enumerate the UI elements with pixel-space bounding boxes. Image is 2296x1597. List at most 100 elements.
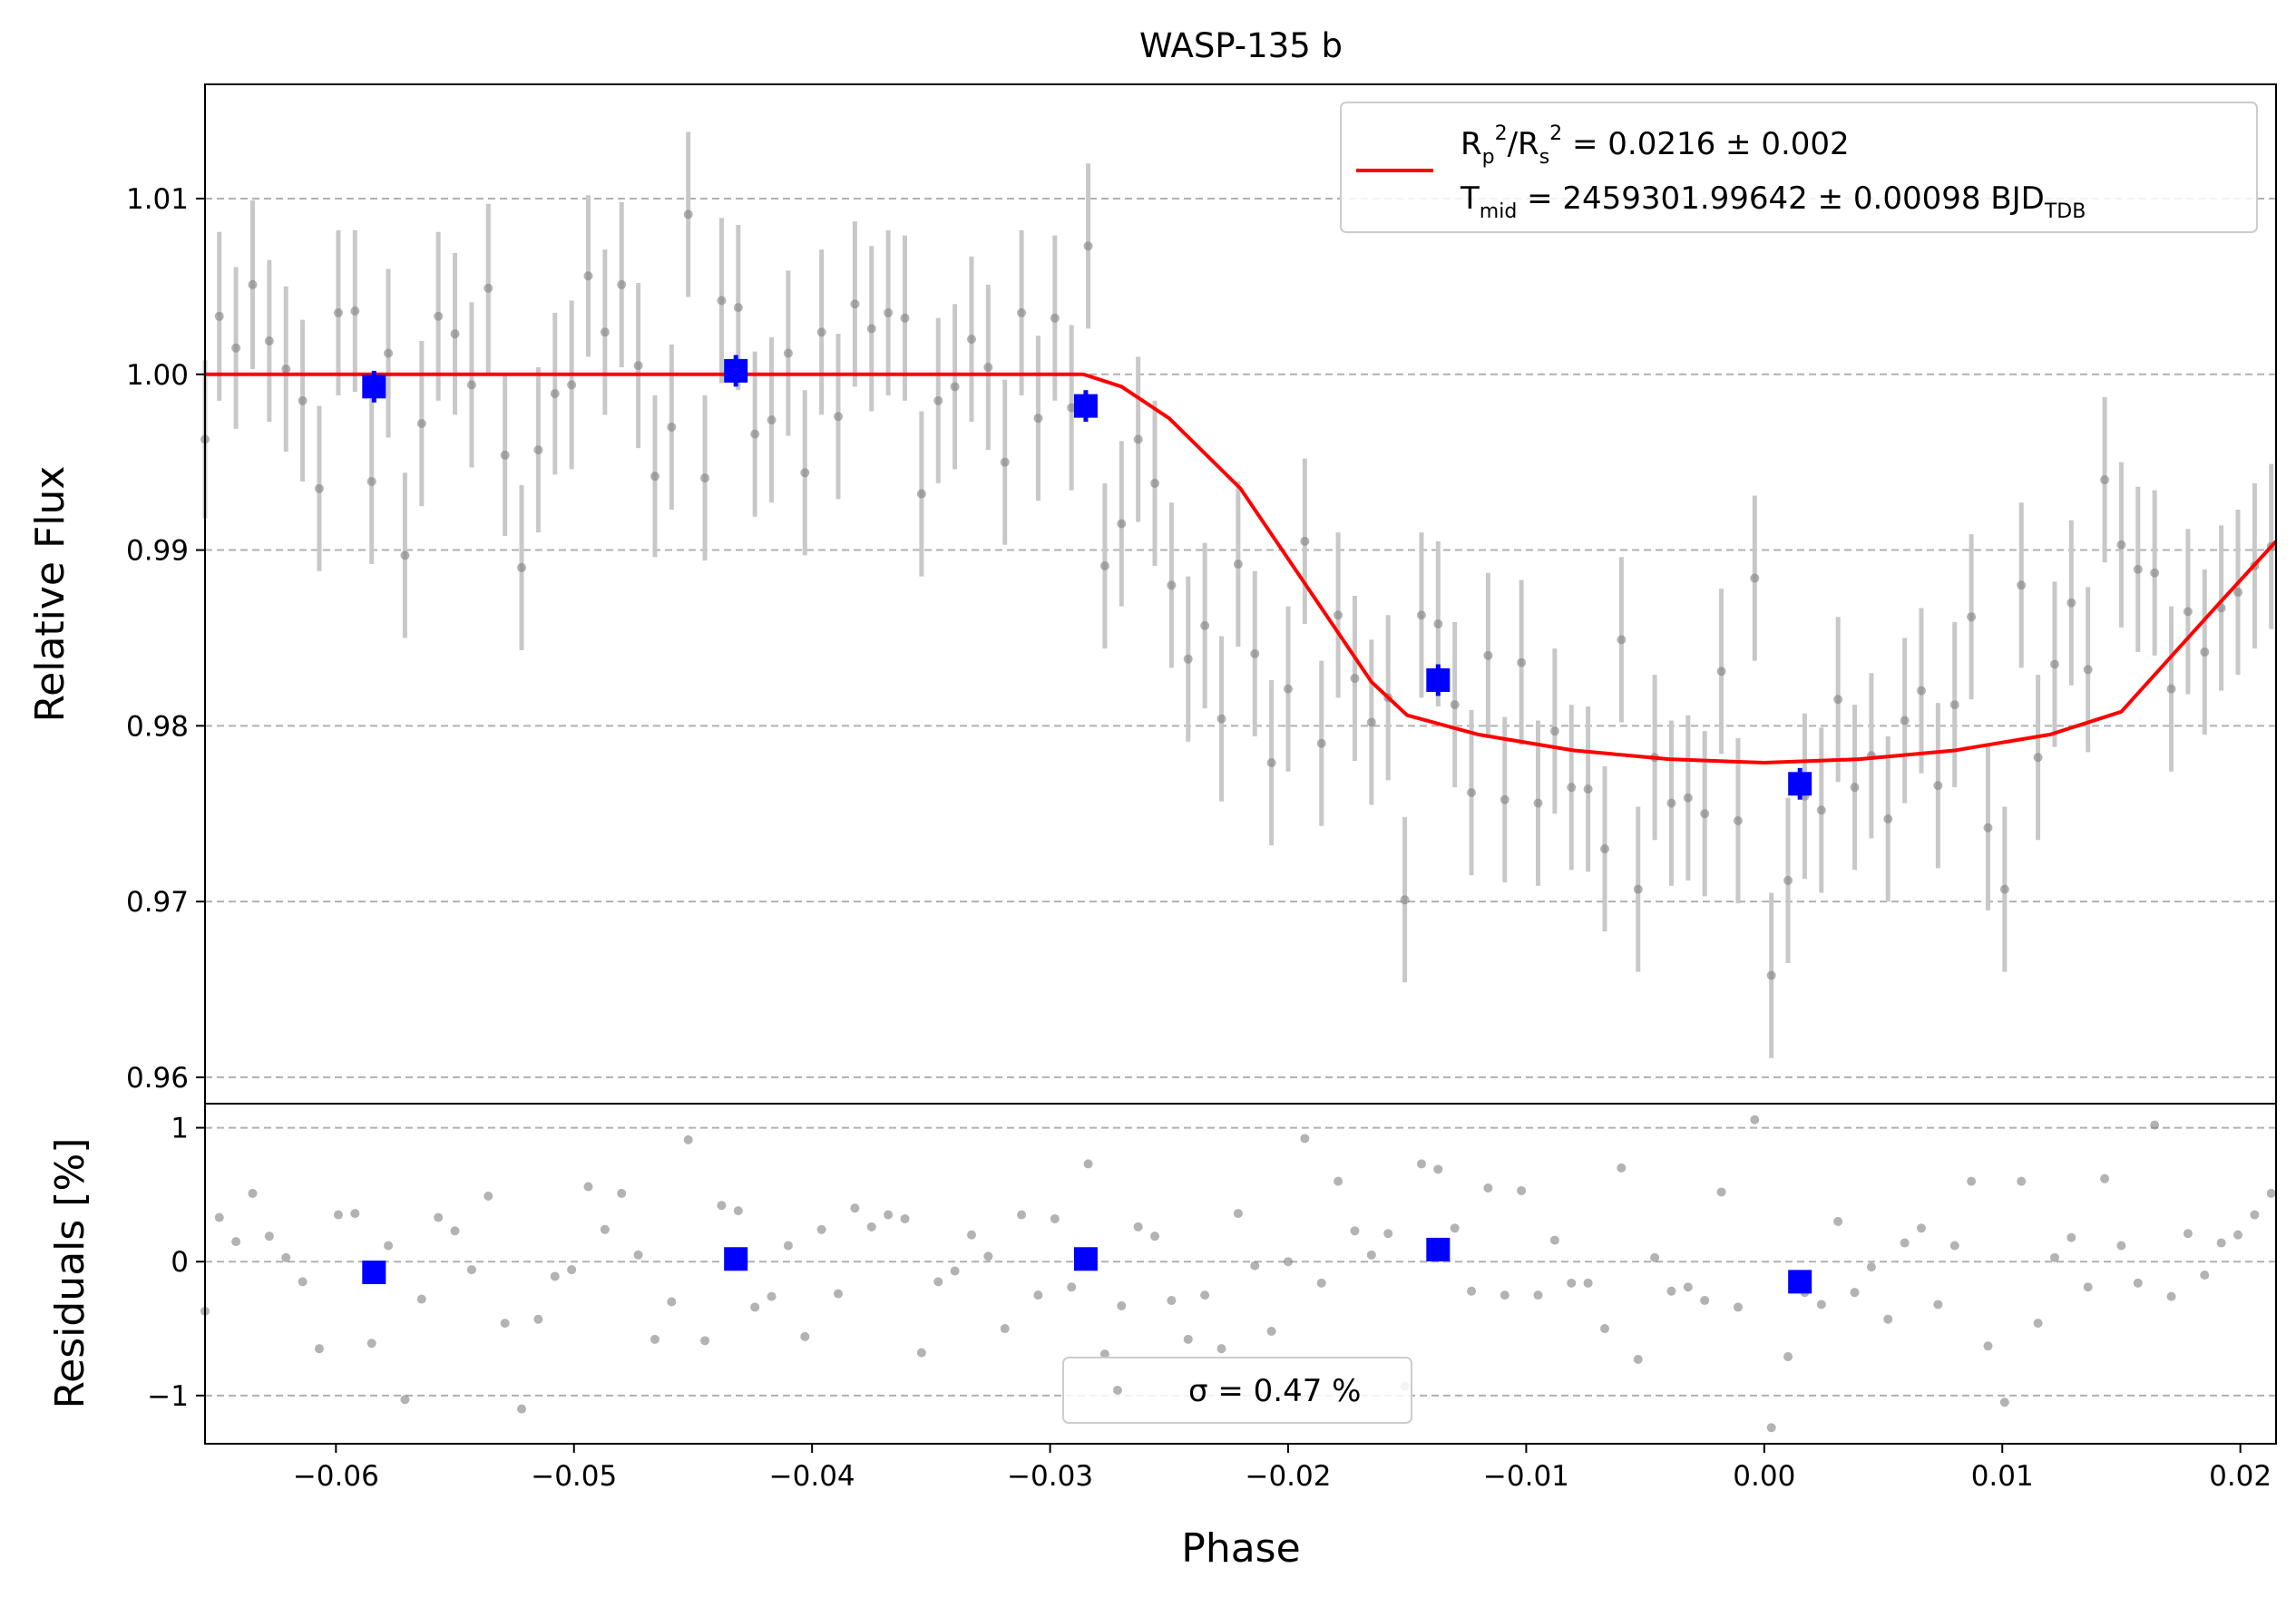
main-data-point: [2133, 564, 2143, 574]
residual-data-point: [1816, 1300, 1826, 1310]
residual-data-point: [1766, 1423, 1776, 1433]
main-binned-point: [362, 375, 386, 399]
main-data-point: [733, 303, 743, 313]
main-data-point: [966, 335, 976, 344]
main-data-points: [200, 209, 2276, 980]
main-data-point: [633, 361, 643, 371]
residual-data-point: [1866, 1262, 1876, 1272]
residual-data-point: [1850, 1288, 1860, 1298]
residual-data-point: [1733, 1302, 1743, 1312]
main-data-point: [1599, 844, 1609, 853]
main-data-point: [1366, 717, 1376, 727]
residual-y-ticks: −1 0 1: [147, 1113, 205, 1413]
main-data-point: [617, 279, 627, 289]
residual-data-point: [2033, 1319, 2043, 1329]
residual-data-point: [1433, 1164, 1443, 1174]
main-data-point: [1933, 781, 1943, 791]
main-data-point: [2017, 580, 2027, 590]
residual-data-point: [434, 1212, 444, 1222]
residual-data-point: [1567, 1278, 1577, 1288]
residual-data-point: [384, 1241, 394, 1251]
main-data-point: [1183, 654, 1193, 664]
residual-data-point: [884, 1210, 894, 1220]
main-data-point: [1900, 716, 1910, 725]
x-tick-label: −0.02: [1245, 1460, 1331, 1493]
main-data-point: [600, 327, 610, 337]
main-data-point: [1316, 738, 1326, 748]
main-data-point: [484, 283, 493, 293]
residual-data-point: [2116, 1241, 2126, 1251]
main-data-point: [933, 395, 943, 405]
main-data-point: [231, 343, 241, 353]
main-data-point: [1967, 612, 1977, 622]
residual-data-point: [2250, 1210, 2260, 1220]
main-data-point: [298, 395, 308, 405]
x-tick-label: −0.05: [531, 1460, 617, 1493]
residual-y-tick-label: 1: [171, 1113, 189, 1145]
residual-data-point: [1483, 1183, 1493, 1193]
residual-data-point: [683, 1134, 693, 1144]
main-data-point: [1716, 667, 1726, 677]
main-data-point: [416, 419, 426, 429]
main-data-point: [1500, 794, 1509, 804]
residual-gridlines: [205, 1126, 2276, 1397]
main-data-point: [333, 307, 343, 317]
residual-data-point: [500, 1319, 510, 1329]
main-data-point: [2233, 588, 2243, 598]
main-data-point: [1750, 573, 1760, 583]
residual-data-point: [1650, 1252, 1660, 1262]
main-data-point: [434, 311, 444, 321]
main-data-point: [384, 348, 394, 358]
residual-data-point: [733, 1206, 743, 1216]
main-data-point: [1683, 793, 1693, 803]
residual-legend: σ = 0.47 %: [1062, 1357, 1412, 1424]
residual-data-point: [1099, 1349, 1109, 1359]
residual-data-point: [281, 1252, 291, 1262]
residual-data-point: [2233, 1230, 2243, 1240]
main-legend-box: [1340, 102, 2258, 233]
main-data-point: [667, 422, 677, 432]
residual-binned-point: [1426, 1237, 1451, 1261]
residual-data-point: [850, 1203, 860, 1213]
residual-data-point: [950, 1266, 960, 1276]
residual-data-point: [900, 1213, 910, 1223]
main-binned-point: [1426, 667, 1451, 692]
x-tick-label: 0.00: [1733, 1460, 1795, 1493]
main-data-point: [1766, 970, 1776, 980]
residual-data-points: [200, 1115, 2276, 1433]
residual-data-point: [1549, 1235, 1559, 1245]
residual-data-point: [2216, 1238, 2226, 1248]
residual-data-point: [816, 1224, 826, 1234]
residual-binned-point: [724, 1247, 748, 1271]
main-y-axis-label: Relative Flux: [27, 466, 73, 723]
main-data-point: [1200, 620, 1210, 630]
residual-data-point: [583, 1182, 593, 1192]
residual-data-point: [333, 1210, 343, 1220]
residual-binned-point: [1073, 1247, 1098, 1271]
residual-data-point: [1216, 1344, 1226, 1354]
residual-data-point: [1334, 1176, 1343, 1186]
main-data-point: [281, 364, 291, 374]
main-data-point: [1400, 895, 1410, 905]
residual-data-point: [1300, 1134, 1310, 1144]
main-binned-points: [362, 355, 1812, 800]
x-axis-label: Phase: [1181, 1525, 1300, 1572]
legend-model-label-line1: Rp2/Rs2 = 0.0216 ± 0.002: [1461, 122, 1850, 169]
x-tick-label: −0.03: [1007, 1460, 1093, 1493]
main-data-point: [1233, 560, 1243, 570]
main-data-point: [264, 336, 274, 346]
residual-data-point: [1883, 1314, 1893, 1324]
main-data-point: [2066, 598, 2076, 608]
residual-data-point: [633, 1250, 643, 1260]
main-data-point: [1999, 884, 2009, 894]
main-data-point: [1833, 695, 1843, 705]
main-data-point: [2049, 659, 2059, 669]
residual-data-point: [1666, 1286, 1676, 1296]
main-data-point: [1883, 814, 1893, 824]
main-data-point: [1533, 798, 1543, 808]
main-data-point: [350, 306, 360, 316]
main-data-point: [1067, 403, 1077, 413]
residual-data-point: [1617, 1163, 1627, 1173]
main-y-tick-label: 1.01: [126, 183, 189, 216]
main-data-point: [884, 307, 894, 317]
